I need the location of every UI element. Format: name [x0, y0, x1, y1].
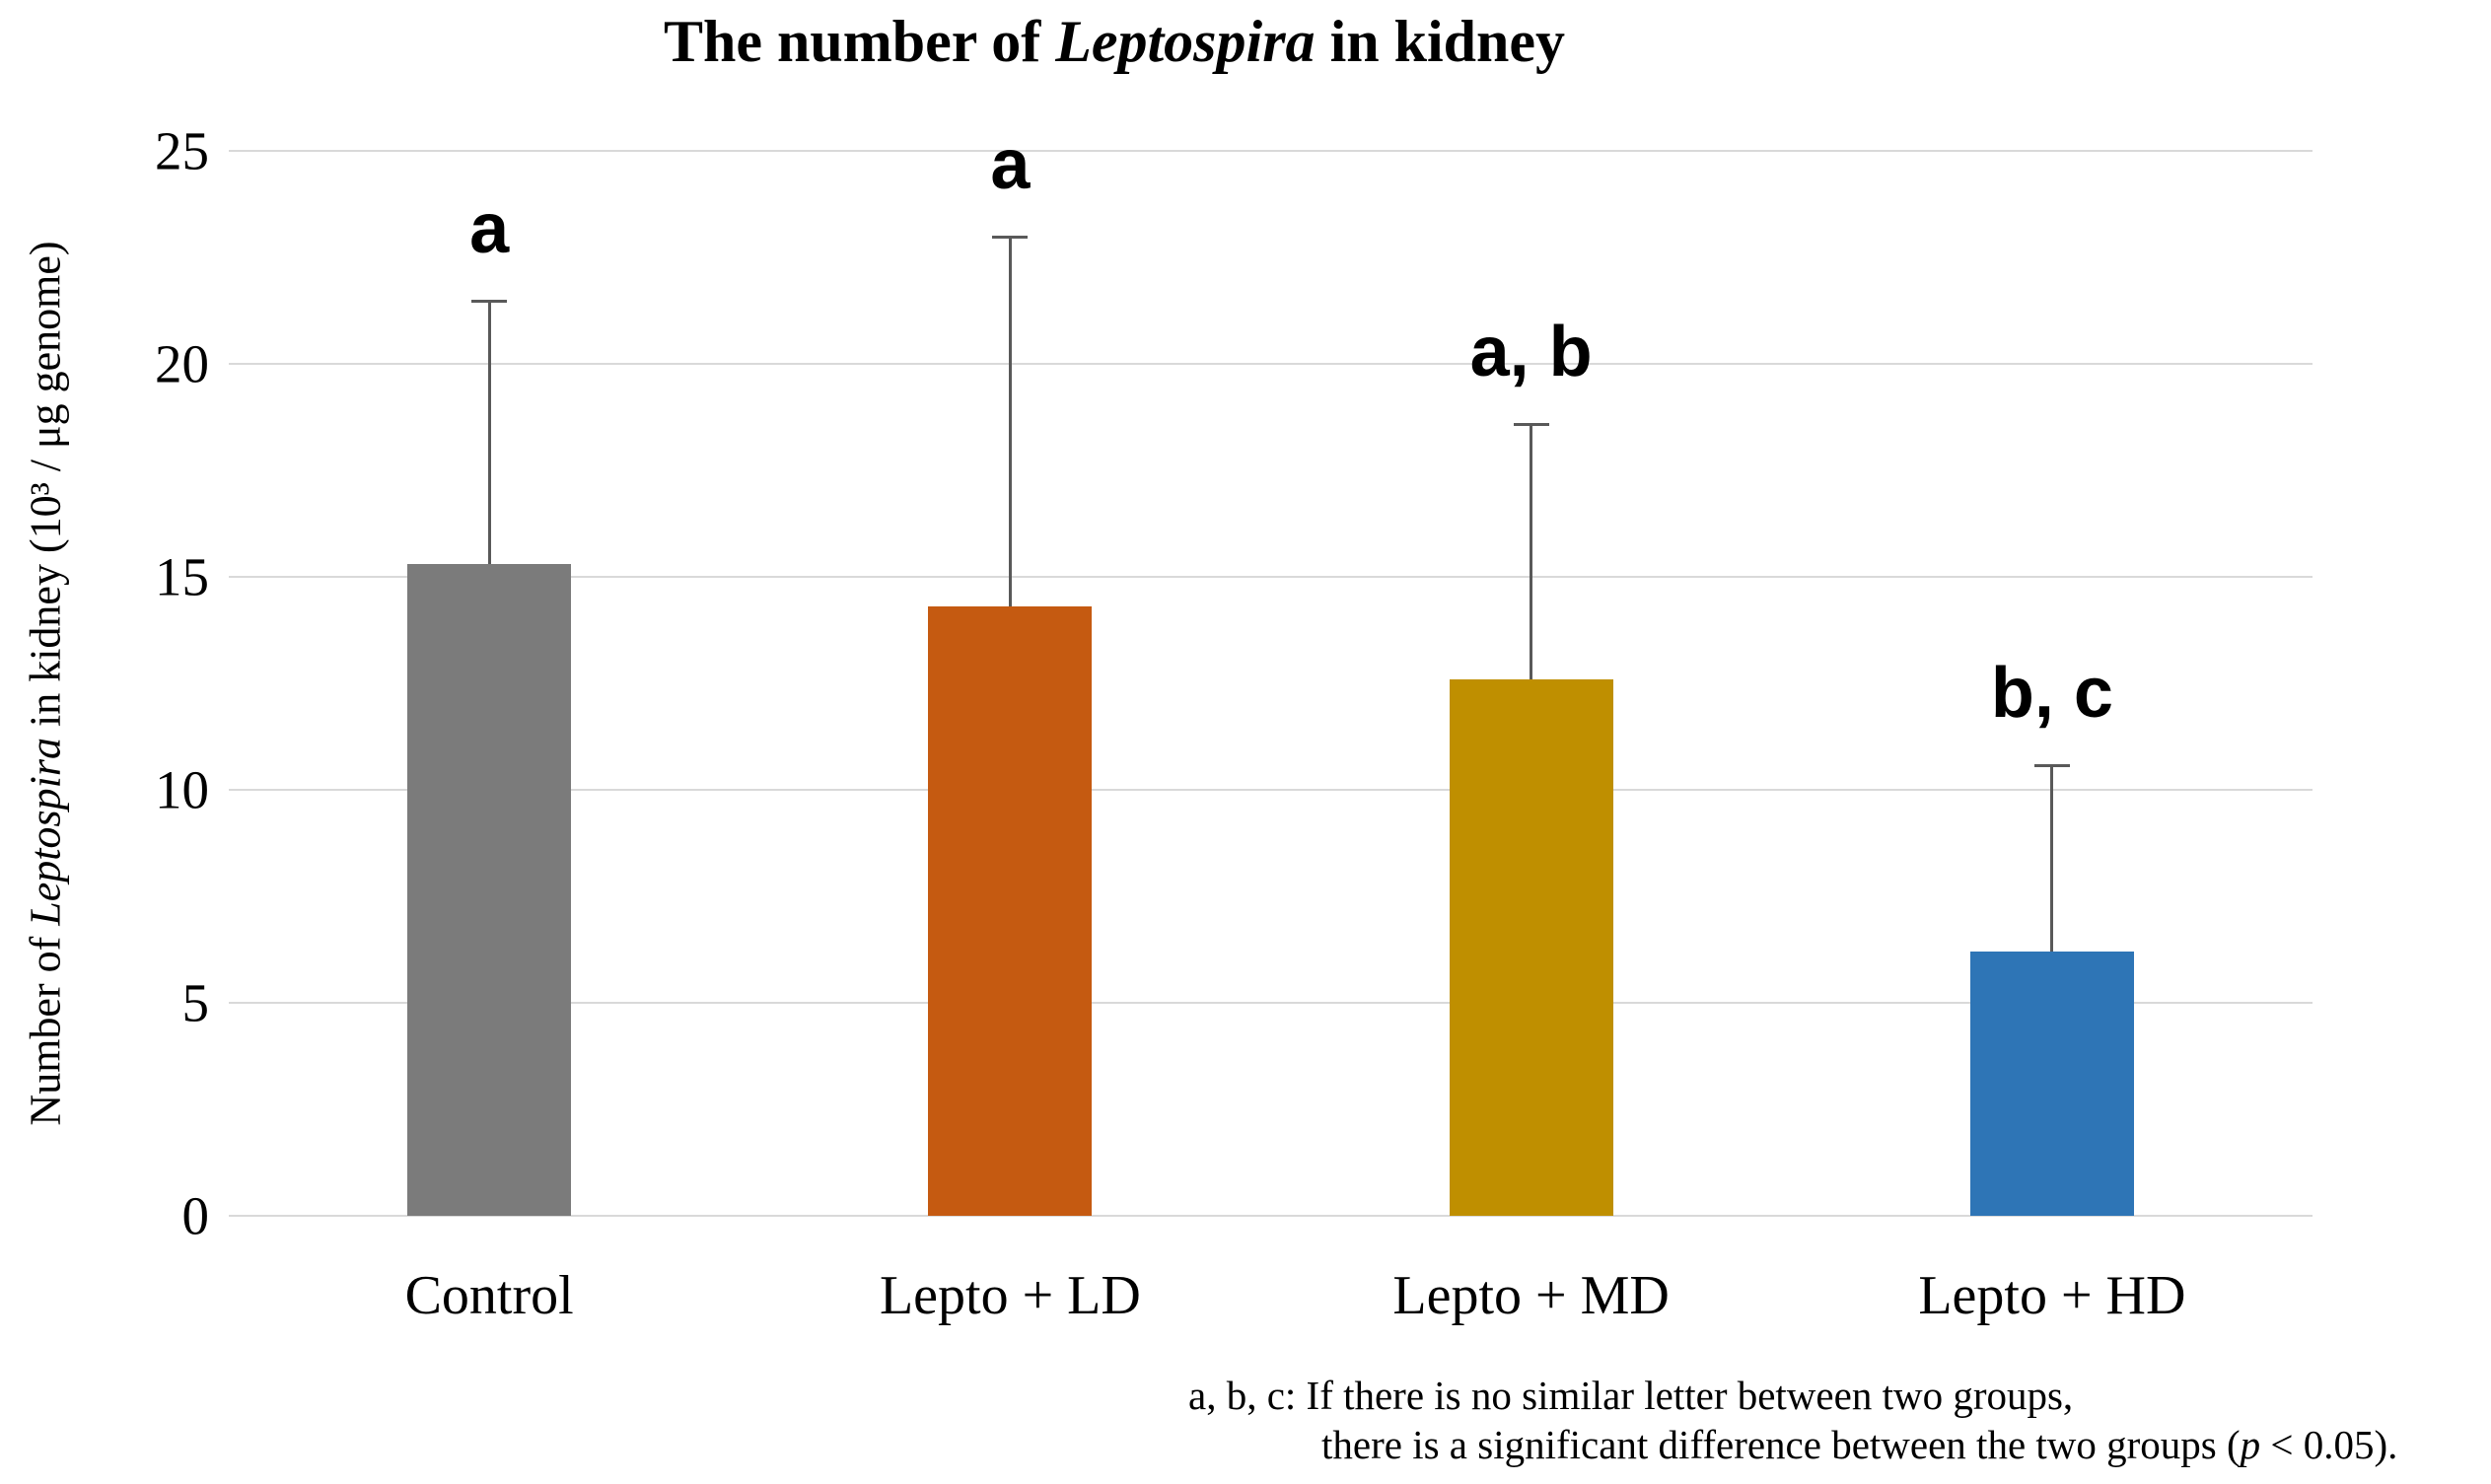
- bar-control: [407, 564, 572, 1216]
- gridline-20: [229, 363, 2313, 365]
- chart-title: The number of Leptospira in kidney: [0, 8, 2229, 76]
- category-label-lepto-md: Lepto + MD: [1392, 1265, 1670, 1326]
- gridline-0: [229, 1215, 2313, 1217]
- error-bar-cap-lepto-hd: [2033, 764, 2070, 768]
- error-bar-control: [487, 300, 491, 565]
- footnote: a, b, c: If there is no similar letter b…: [1188, 1371, 2397, 1469]
- chart-title-suffix: in kidney: [1315, 9, 1566, 74]
- y-tick-label-5: 5: [181, 972, 210, 1033]
- bar-lepto-md: [1449, 678, 1613, 1216]
- gridline-15: [229, 576, 2313, 578]
- error-bar-lepto-hd: [2050, 764, 2054, 953]
- significance-label-lepto-ld: a: [990, 125, 1031, 205]
- significance-label-lepto-hd: b, c: [1990, 654, 2113, 734]
- significance-label-lepto-md: a, b: [1469, 313, 1593, 392]
- error-bar-lepto-md: [1530, 423, 1533, 679]
- category-label-lepto-hd: Lepto + HD: [1918, 1265, 2186, 1326]
- category-label-lepto-ld: Lepto + LD: [879, 1265, 1141, 1326]
- y-tick-label-10: 10: [155, 759, 209, 820]
- footnote-line-2-suffix: < 0.05).: [2260, 1422, 2398, 1467]
- bar-lepto-ld: [928, 606, 1093, 1216]
- chart-title-prefix: The number of: [663, 9, 1056, 74]
- footnote-line-2: there is a significant difference betwee…: [1321, 1420, 2397, 1469]
- y-axis-title-suffix: in kidney (10³ / μg genome): [21, 241, 70, 739]
- significance-label-control: a: [469, 189, 510, 269]
- footnote-line-2-prefix: there is a significant difference betwee…: [1321, 1422, 2241, 1467]
- category-label-control: Control: [404, 1265, 574, 1326]
- gridline-25: [229, 150, 2313, 152]
- plot-area: a a a, b b, c: [229, 129, 2313, 1217]
- footnote-line-2-p: p: [2240, 1422, 2261, 1467]
- error-bar-lepto-ld: [1008, 236, 1012, 607]
- chart-title-italic-word: Leptospira: [1055, 9, 1316, 74]
- footnote-line-1: a, b, c: If there is no similar letter b…: [1188, 1373, 2074, 1418]
- gridline-10: [229, 789, 2313, 791]
- bar-lepto-hd: [1969, 952, 2134, 1216]
- error-bar-cap-lepto-ld: [992, 236, 1029, 240]
- y-tick-label-15: 15: [155, 546, 209, 607]
- gridline-5: [229, 1002, 2313, 1004]
- y-tick-label-0: 0: [181, 1185, 210, 1246]
- y-tick-label-25: 25: [155, 120, 209, 181]
- error-bar-cap-control: [471, 300, 508, 304]
- y-tick-label-20: 20: [155, 333, 209, 394]
- error-bar-cap-lepto-md: [1513, 423, 1549, 427]
